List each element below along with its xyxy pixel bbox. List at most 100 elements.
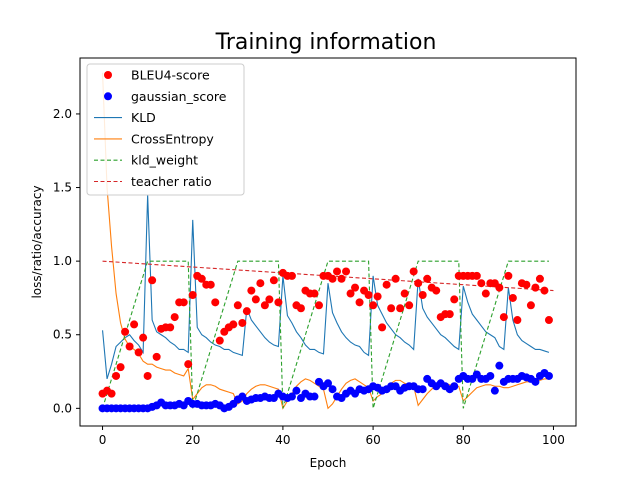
point-bleu4-score bbox=[333, 267, 342, 276]
point-bleu4-score bbox=[432, 286, 441, 295]
y-tick-label: 0.0 bbox=[53, 401, 72, 415]
series-line-teacher-ratio bbox=[102, 260, 554, 292]
point-bleu4-score bbox=[535, 274, 544, 283]
point-bleu4-score bbox=[139, 333, 148, 342]
x-tick-label: 60 bbox=[365, 433, 380, 447]
point-bleu4-score bbox=[378, 323, 387, 332]
point-bleu4-score bbox=[364, 290, 373, 299]
point-bleu4-score bbox=[314, 301, 323, 310]
x-tick-label: 0 bbox=[99, 433, 107, 447]
point-bleu4-score bbox=[184, 360, 193, 369]
point-bleu4-score bbox=[215, 336, 224, 345]
point-gaussian-score bbox=[287, 392, 296, 401]
point-bleu4-score bbox=[373, 292, 382, 301]
ticks-layer: 0 20 40 60 80 100 0.0 0.5 1.0 1.5 2.0 bbox=[53, 107, 565, 447]
x-tick-label: 100 bbox=[542, 433, 565, 447]
y-axis-label: loss/ratio/accuracy bbox=[30, 185, 44, 298]
point-bleu4-score bbox=[179, 298, 188, 307]
legend-label-bleu4-score: BLEU4-score bbox=[131, 68, 210, 83]
point-bleu4-score bbox=[242, 307, 251, 316]
point-bleu4-score bbox=[107, 389, 116, 398]
point-bleu4-score bbox=[211, 298, 220, 307]
point-bleu4-score bbox=[400, 289, 409, 298]
point-bleu4-score bbox=[125, 342, 134, 351]
point-bleu4-score bbox=[477, 279, 486, 288]
point-bleu4-score bbox=[238, 318, 247, 327]
legend-label-crossentropy: CrossEntropy bbox=[131, 131, 214, 146]
point-bleu4-score bbox=[233, 301, 242, 310]
legend-label-teacher-ratio: teacher ratio bbox=[131, 174, 212, 189]
legend-marker-bleu4-score bbox=[104, 71, 112, 79]
point-bleu4-score bbox=[472, 271, 481, 280]
point-gaussian-score bbox=[328, 385, 337, 394]
point-bleu4-score bbox=[296, 304, 305, 313]
point-gaussian-score bbox=[310, 392, 319, 401]
point-bleu4-score bbox=[152, 352, 161, 361]
point-bleu4-score bbox=[391, 274, 400, 283]
point-bleu4-score bbox=[121, 327, 130, 336]
point-bleu4-score bbox=[229, 320, 238, 329]
point-bleu4-score bbox=[495, 283, 504, 292]
legend-marker-gaussian-score bbox=[104, 92, 112, 101]
series-line-kld bbox=[102, 194, 550, 380]
y-tick-label: 1.0 bbox=[53, 254, 72, 268]
x-axis-label: Epoch bbox=[310, 456, 347, 470]
point-bleu4-score bbox=[423, 274, 432, 283]
point-bleu4-score bbox=[130, 320, 139, 329]
point-bleu4-score bbox=[148, 276, 157, 285]
point-bleu4-score bbox=[206, 280, 215, 289]
point-gaussian-score bbox=[292, 386, 301, 395]
series-layer bbox=[98, 72, 554, 413]
point-bleu4-score bbox=[112, 371, 121, 380]
point-bleu4-score bbox=[346, 289, 355, 298]
point-bleu4-score bbox=[287, 271, 296, 280]
point-bleu4-score bbox=[269, 276, 278, 285]
point-bleu4-score bbox=[508, 293, 517, 302]
chart-title: Training information bbox=[215, 30, 437, 55]
point-bleu4-score bbox=[310, 289, 319, 298]
point-bleu4-score bbox=[526, 301, 535, 310]
point-bleu4-score bbox=[260, 301, 269, 310]
x-tick-label: 20 bbox=[185, 433, 200, 447]
point-bleu4-score bbox=[544, 316, 553, 325]
point-bleu4-score bbox=[188, 290, 197, 299]
point-bleu4-score bbox=[351, 283, 360, 292]
point-bleu4-score bbox=[197, 274, 206, 283]
point-bleu4-score bbox=[251, 295, 260, 304]
point-bleu4-score bbox=[387, 304, 396, 313]
point-bleu4-score bbox=[405, 301, 414, 310]
point-bleu4-score bbox=[504, 271, 513, 280]
point-bleu4-score bbox=[256, 279, 265, 288]
legend-label-gaussian-score: gaussian_score bbox=[131, 89, 227, 104]
plot-frame bbox=[79, 57, 577, 427]
point-bleu4-score bbox=[450, 295, 459, 304]
x-tick-label: 80 bbox=[456, 433, 471, 447]
point-bleu4-score bbox=[116, 363, 125, 372]
point-gaussian-score bbox=[490, 386, 499, 395]
point-bleu4-score bbox=[396, 304, 405, 313]
point-bleu4-score bbox=[481, 289, 490, 298]
legend: BLEU4-score gaussian_score KLD CrossEntropy… bbox=[86, 63, 245, 196]
point-bleu4-score bbox=[445, 310, 454, 319]
point-bleu4-score bbox=[409, 267, 418, 276]
point-gaussian-score bbox=[486, 371, 495, 380]
point-bleu4-score bbox=[143, 371, 152, 380]
point-bleu4-score bbox=[414, 279, 423, 288]
y-tick-label: 0.5 bbox=[53, 328, 72, 342]
point-bleu4-score bbox=[328, 274, 337, 283]
point-bleu4-score bbox=[531, 283, 540, 292]
point-bleu4-score bbox=[342, 267, 351, 276]
y-tick-label: 2.0 bbox=[53, 107, 72, 121]
point-bleu4-score bbox=[418, 290, 427, 299]
point-gaussian-score bbox=[450, 382, 459, 391]
point-gaussian-score bbox=[531, 377, 540, 386]
point-gaussian-score bbox=[324, 379, 332, 388]
point-bleu4-score bbox=[499, 313, 508, 322]
legend-label-kld: KLD bbox=[131, 110, 156, 125]
x-tick-label: 40 bbox=[275, 433, 290, 447]
legend-box bbox=[86, 63, 245, 196]
point-bleu4-score bbox=[247, 286, 256, 295]
point-bleu4-score bbox=[369, 301, 378, 310]
point-bleu4-score bbox=[382, 280, 391, 289]
